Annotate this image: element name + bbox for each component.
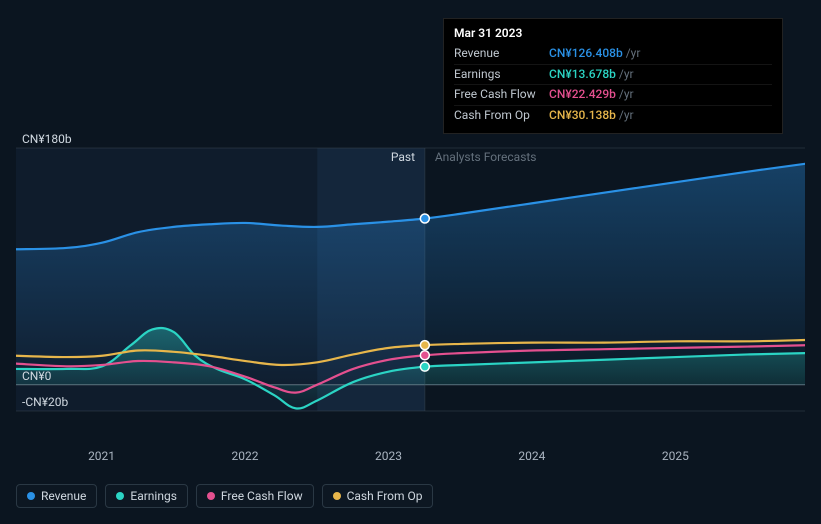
tooltip-row-value: CN¥30.138b bbox=[549, 107, 616, 124]
legend-item-label: Cash From Op bbox=[347, 489, 423, 503]
tooltip-row-unit: /yr bbox=[619, 66, 634, 83]
tooltip-row-unit: /yr bbox=[619, 107, 634, 124]
tooltip-row-value: CN¥126.408b bbox=[549, 45, 623, 62]
x-axis-tick-label: 2021 bbox=[88, 449, 115, 463]
x-axis-tick-label: 2022 bbox=[232, 449, 259, 463]
y-axis-tick-label: -CN¥20b bbox=[22, 395, 68, 409]
tooltip-row-unit: /yr bbox=[619, 86, 634, 103]
legend-dot-icon bbox=[116, 492, 124, 500]
chart-legend: Revenue Earnings Free Cash Flow Cash From O… bbox=[16, 484, 433, 508]
x-axis-tick-label: 2025 bbox=[662, 449, 689, 463]
tooltip-row-unit: /yr bbox=[626, 45, 641, 62]
tooltip-row-label: Earnings bbox=[454, 66, 549, 83]
x-axis-tick-label: 2023 bbox=[375, 449, 402, 463]
legend-item-label: Free Cash Flow bbox=[221, 489, 303, 503]
tooltip-title: Mar 31 2023 bbox=[454, 25, 772, 42]
tooltip-row-label: Cash From Op bbox=[454, 107, 549, 124]
legend-dot-icon bbox=[333, 492, 341, 500]
y-axis-tick-label: CN¥180b bbox=[22, 132, 72, 146]
tooltip-row: EarningsCN¥13.678b/yr bbox=[454, 64, 772, 84]
x-axis-tick-label: 2024 bbox=[518, 449, 545, 463]
legend-item-label: Revenue bbox=[41, 489, 86, 503]
chart-tooltip: Mar 31 2023 RevenueCN¥126.408b/yrEarning… bbox=[443, 18, 783, 134]
tooltip-row: Cash From OpCN¥30.138b/yr bbox=[454, 105, 772, 125]
tooltip-row-value: CN¥13.678b bbox=[549, 66, 616, 83]
legend-item-free-cash-flow[interactable]: Free Cash Flow bbox=[196, 484, 314, 508]
era-label-forecast: Analysts Forecasts bbox=[435, 150, 537, 164]
tooltip-row-value: CN¥22.429b bbox=[549, 86, 616, 103]
tooltip-row-label: Free Cash Flow bbox=[454, 86, 549, 103]
legend-item-earnings[interactable]: Earnings bbox=[105, 484, 188, 508]
tooltip-row: Free Cash FlowCN¥22.429b/yr bbox=[454, 84, 772, 104]
era-label-past: Past bbox=[391, 150, 415, 164]
y-axis-tick-label: CN¥0 bbox=[22, 369, 51, 383]
tooltip-row-label: Revenue bbox=[454, 45, 549, 62]
legend-item-cash-from-op[interactable]: Cash From Op bbox=[322, 484, 434, 508]
legend-item-revenue[interactable]: Revenue bbox=[16, 484, 97, 508]
legend-dot-icon bbox=[27, 492, 35, 500]
legend-dot-icon bbox=[207, 492, 215, 500]
tooltip-row: RevenueCN¥126.408b/yr bbox=[454, 44, 772, 63]
legend-item-label: Earnings bbox=[130, 489, 177, 503]
